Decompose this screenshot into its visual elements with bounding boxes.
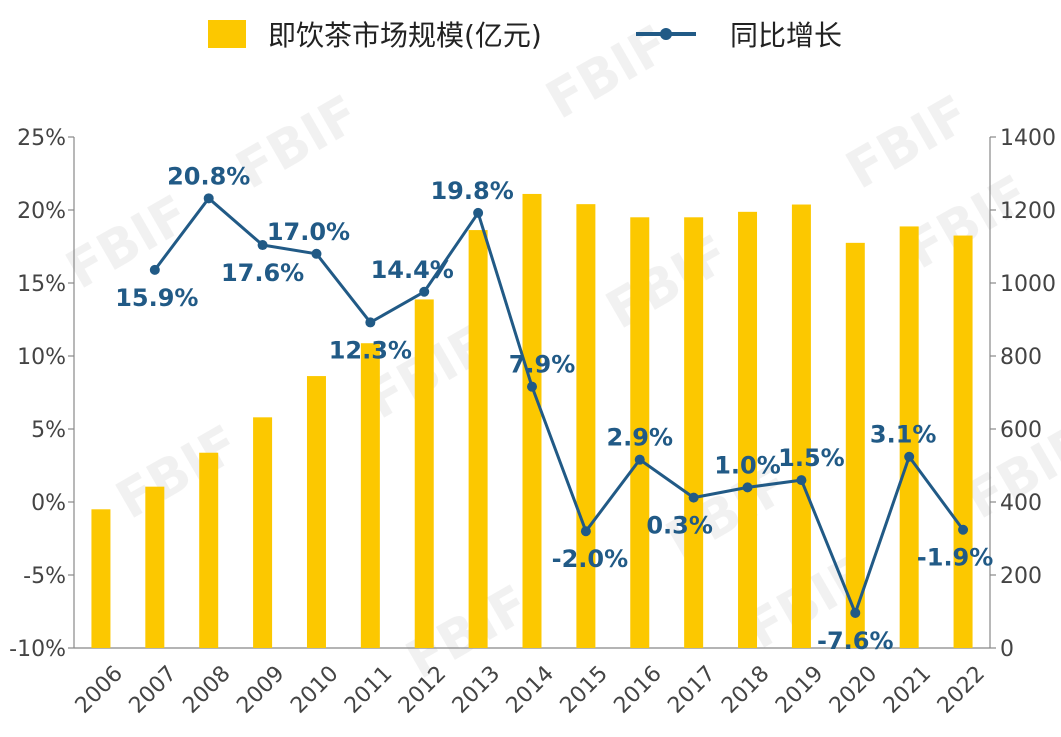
data-label: -1.9% <box>917 544 994 572</box>
legend: 即饮茶市场规模(亿元) 同比增长 <box>208 19 842 52</box>
watermark-text: FBIF <box>107 414 250 531</box>
data-label: 14.4% <box>371 256 454 284</box>
x-tick-label: 2021 <box>879 661 936 718</box>
x-tick-label: 2019 <box>771 661 828 718</box>
x-tick-label: 2008 <box>178 661 235 718</box>
bar <box>899 226 919 649</box>
bar <box>91 509 111 648</box>
data-label: 1.5% <box>778 444 845 472</box>
line-point <box>796 475 807 486</box>
bar <box>953 235 973 649</box>
x-tick-label: 2022 <box>933 661 990 718</box>
legend-bar-label: 即饮茶市场规模(亿元) <box>268 19 542 52</box>
line-point <box>149 264 160 275</box>
x-tick-label: 2007 <box>125 661 182 718</box>
left-tick-label: 15% <box>17 272 66 297</box>
x-tick-label: 2011 <box>340 661 397 718</box>
x-tick-label: 2006 <box>71 661 128 718</box>
left-tick-label: 0% <box>31 491 66 516</box>
line-point <box>958 524 969 535</box>
legend-bar-swatch <box>208 20 246 48</box>
watermark-text: FBIF <box>597 224 740 341</box>
right-tick-label: 400 <box>1000 491 1042 516</box>
line-point <box>580 526 591 537</box>
line-point <box>203 193 214 204</box>
right-tick-label: 1000 <box>1000 272 1056 297</box>
bar <box>738 211 758 648</box>
x-tick-label: 2009 <box>232 661 289 718</box>
data-label: 1.0% <box>714 451 781 479</box>
data-label: -2.0% <box>552 545 629 573</box>
left-tick-label: -10% <box>9 637 66 662</box>
left-tick-label: -5% <box>23 564 66 589</box>
bar <box>306 376 326 648</box>
line-point <box>634 454 645 465</box>
data-label: 17.6% <box>221 259 304 287</box>
watermark-text: FBIF <box>837 84 980 201</box>
bar <box>199 452 219 648</box>
bar <box>845 242 865 648</box>
bar <box>414 299 434 648</box>
line-point <box>742 482 753 493</box>
x-tick-label: 2010 <box>286 661 343 718</box>
data-label: 12.3% <box>329 336 412 364</box>
line-point <box>257 240 268 251</box>
line-point <box>365 317 376 328</box>
left-tick-label: 25% <box>17 126 66 151</box>
line-point <box>904 451 915 462</box>
bar <box>253 417 273 648</box>
data-label: 19.8% <box>430 177 513 205</box>
right-tick-label: 1200 <box>1000 199 1056 224</box>
data-label: 20.8% <box>167 162 250 190</box>
right-tick-label: 1400 <box>1000 126 1056 151</box>
x-tick-label: 2018 <box>717 661 774 718</box>
line-point <box>419 286 430 297</box>
data-label: 0.3% <box>646 512 713 540</box>
x-tick-label: 2016 <box>609 661 666 718</box>
line-point <box>688 492 699 503</box>
bar <box>791 204 811 648</box>
data-label: 2.9% <box>606 424 673 452</box>
data-label: 3.1% <box>870 421 937 449</box>
line-point <box>311 248 322 259</box>
bar <box>684 217 704 649</box>
left-tick-label: 10% <box>17 345 66 370</box>
right-tick-label: 800 <box>1000 345 1042 370</box>
x-tick-label: 2014 <box>502 661 559 718</box>
data-labels: 15.9% 20.8% 17.6% 17.0% 12.3% 14.4% 19.8% 7.9% -… <box>115 162 993 655</box>
data-label: 17.0% <box>267 218 350 246</box>
data-label: 7.9% <box>509 351 576 379</box>
legend-line-label: 同比增长 <box>730 19 842 52</box>
bar <box>576 204 596 648</box>
bar <box>145 486 165 648</box>
line-series <box>149 193 969 618</box>
left-tick-label: 20% <box>17 199 66 224</box>
data-label: 15.9% <box>115 284 198 312</box>
bar <box>522 193 542 648</box>
line-point <box>527 381 537 392</box>
x-tick-label: 2015 <box>556 661 613 718</box>
line-point <box>473 207 484 218</box>
bar-series <box>91 193 973 649</box>
x-tick-label: 2017 <box>663 661 720 718</box>
data-label: -7.6% <box>817 627 894 655</box>
legend-line-marker <box>660 28 672 40</box>
bar <box>360 343 380 648</box>
right-tick-label: 200 <box>1000 564 1042 589</box>
watermark-text: FBIF <box>537 14 680 131</box>
bar <box>630 217 650 649</box>
growth-line <box>153 196 965 615</box>
right-tick-label: 0 <box>1000 637 1014 662</box>
line-point <box>850 607 861 618</box>
right-tick-label: 600 <box>1000 418 1042 443</box>
left-tick-label: 5% <box>31 418 66 443</box>
x-tick-label: 2020 <box>825 661 882 718</box>
bar <box>468 230 488 648</box>
